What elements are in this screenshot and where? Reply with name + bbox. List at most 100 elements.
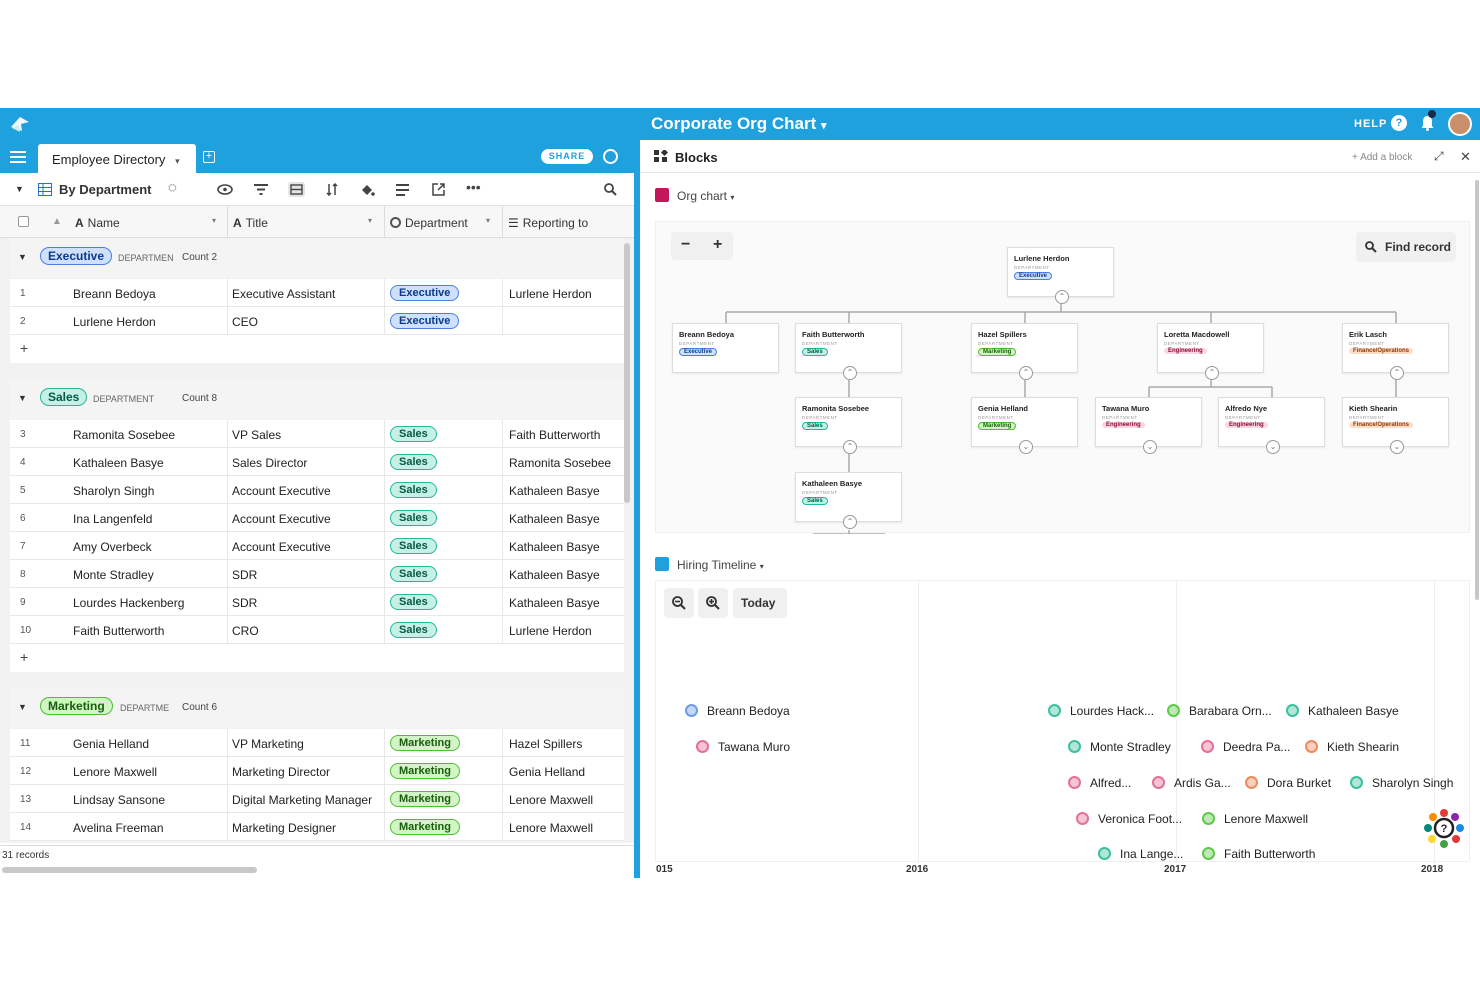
timeline-item[interactable]: Sharolyn Singh xyxy=(1350,776,1453,790)
zoom-out-button[interactable]: − xyxy=(681,236,691,253)
cell-name[interactable]: Amy Overbeck xyxy=(73,540,152,554)
table-row[interactable]: 3 Ramonita Sosebee VP Sales Sales Faith Butt… xyxy=(10,420,624,448)
timeline-item[interactable]: Monte Stradley xyxy=(1068,740,1171,754)
expand-node-icon[interactable]: ⌄ xyxy=(1390,440,1404,454)
cell-reporting-to[interactable]: Lurlene Herdon xyxy=(509,624,592,638)
header-department[interactable]: Department xyxy=(390,216,468,230)
add-block-button[interactable]: + Add a block xyxy=(1352,152,1413,163)
cell-department[interactable]: Sales xyxy=(390,566,437,582)
cell-reporting-to[interactable]: Kathaleen Basye xyxy=(509,568,600,582)
header-department-caret-icon[interactable]: ▾ xyxy=(486,216,491,225)
header-reporting-to[interactable]: ☰ Reporting to xyxy=(508,216,589,230)
org-node[interactable]: Ramonita Sosebee DEPARTMENT Sales ⌃ xyxy=(795,397,902,454)
org-node[interactable]: Faith Butterworth DEPARTMENT Sales ⌃ xyxy=(795,323,902,380)
table-row[interactable]: 13 Lindsay Sansone Digital Marketing Manag… xyxy=(10,785,624,813)
table-row[interactable]: 9 Lourdes Hackenberg SDR Sales Kathaleen Bas… xyxy=(10,588,624,616)
cell-title[interactable]: SDR xyxy=(232,596,258,610)
cell-name[interactable]: Monte Stradley xyxy=(73,568,154,582)
header-name[interactable]: A Name xyxy=(75,216,120,230)
cell-reporting-to[interactable]: Lurlene Herdon xyxy=(509,287,592,301)
cell-reporting-to[interactable]: Kathaleen Basye xyxy=(509,512,600,526)
cell-name[interactable]: Lourdes Hackenberg xyxy=(73,596,185,610)
cell-department[interactable]: Sales xyxy=(390,622,437,638)
org-node[interactable]: Erik Lasch DEPARTMENT Finance/Operations ⌃ xyxy=(1342,323,1449,380)
collapse-node-icon[interactable]: ⌃ xyxy=(843,366,857,380)
collapse-group-icon[interactable]: ▼ xyxy=(18,252,27,262)
header-name-caret-icon[interactable]: ▾ xyxy=(212,216,217,225)
cell-title[interactable]: Digital Marketing Manager xyxy=(232,793,373,807)
select-all-checkbox[interactable] xyxy=(18,216,29,227)
org-node[interactable]: Kieth Shearin DEPARTMENT Finance/Operation… xyxy=(1342,397,1449,454)
org-node[interactable]: Kathaleen Basye DEPARTMENT Sales ⌃ xyxy=(795,472,902,529)
group-header-executive[interactable]: ▼ Executive DEPARTMEN Count 2 xyxy=(10,238,624,278)
timeline-item[interactable]: Deedra Pa... xyxy=(1201,740,1290,754)
cell-department[interactable]: Marketing xyxy=(390,791,460,807)
cell-title[interactable]: CRO xyxy=(232,624,259,638)
table-row[interactable]: 6 Ina Langenfeld Account Executive Sales Kat… xyxy=(10,504,624,532)
cell-department[interactable]: Marketing xyxy=(390,763,460,779)
cell-title[interactable]: Executive Assistant xyxy=(232,287,336,301)
timeline-item[interactable]: Dora Burket xyxy=(1245,776,1331,790)
help-button[interactable]: HELP xyxy=(1354,118,1388,130)
find-record-button[interactable]: Find record xyxy=(1356,232,1456,262)
cell-reporting-to[interactable]: Kathaleen Basye xyxy=(509,540,600,554)
cell-reporting-to[interactable]: Genia Helland xyxy=(509,765,586,779)
airtable-logo-icon[interactable] xyxy=(9,114,31,134)
cell-reporting-to[interactable]: Lenore Maxwell xyxy=(509,793,594,807)
today-button[interactable]: Today xyxy=(733,588,787,618)
cell-name[interactable]: Lenore Maxwell xyxy=(73,765,158,779)
cell-title[interactable]: Account Executive xyxy=(232,540,331,554)
cell-name[interactable]: Kathaleen Basye xyxy=(73,456,164,470)
cell-name[interactable]: Lurlene Herdon xyxy=(73,315,156,329)
filter-icon[interactable] xyxy=(254,184,268,195)
cell-reporting-to[interactable]: Kathaleen Basye xyxy=(509,596,600,610)
timeline-item[interactable]: Breann Bedoya xyxy=(685,704,790,718)
add-record-button[interactable]: + xyxy=(10,335,624,363)
cell-name[interactable]: Breann Bedoya xyxy=(73,287,156,301)
help-icon[interactable]: ? xyxy=(1391,115,1407,131)
cell-name[interactable]: Genia Helland xyxy=(73,737,150,751)
cell-department[interactable]: Sales xyxy=(390,538,437,554)
table-row[interactable]: 1 Breann Bedoya Executive Assistant Exec… xyxy=(10,279,624,307)
timeline-item[interactable]: Ardis Ga... xyxy=(1152,776,1231,790)
zoom-in-button[interactable]: + xyxy=(713,236,723,253)
collapse-node-icon[interactable]: ⌃ xyxy=(1055,290,1069,304)
cell-reporting-to[interactable]: Faith Butterworth xyxy=(509,428,601,442)
panel-resize-handle[interactable] xyxy=(634,140,640,878)
timeline-item[interactable]: Veronica Foot... xyxy=(1076,812,1182,826)
timeline-item[interactable]: Barabara Orn... xyxy=(1167,704,1272,718)
history-icon[interactable] xyxy=(603,149,618,164)
timeline-block-title[interactable]: Hiring Timeline ▾ xyxy=(677,558,764,572)
org-node[interactable]: Alfredo Nye DEPARTMENT Engineering ⌄ xyxy=(1218,397,1325,454)
cell-department[interactable]: Executive xyxy=(390,313,460,329)
collapse-node-icon[interactable]: ⌃ xyxy=(843,515,857,529)
table-row[interactable]: 8 Monte Stradley SDR Sales Kathaleen Basye xyxy=(10,560,624,588)
group-header-sales[interactable]: ▼ Sales DEPARTMENT Count 8 xyxy=(10,379,624,419)
collapse-group-icon[interactable]: ▼ xyxy=(18,393,27,403)
vertical-scrollbar[interactable] xyxy=(624,243,630,503)
close-icon[interactable]: ✕ xyxy=(1460,149,1471,164)
collapse-node-icon[interactable]: ⌃ xyxy=(1019,366,1033,380)
right-scrollbar[interactable] xyxy=(1475,180,1479,600)
views-toggle-caret-icon[interactable]: ▼ xyxy=(15,184,24,194)
color-icon[interactable] xyxy=(360,183,375,197)
table-row[interactable]: 11 Genia Helland VP Marketing Marketing Haze… xyxy=(10,729,624,757)
timeline-item[interactable]: Alfred... xyxy=(1068,776,1131,790)
group-header-marketing[interactable]: ▼ Marketing DEPARTME Count 6 xyxy=(10,688,624,728)
expand-node-icon[interactable]: ⌄ xyxy=(1019,440,1033,454)
zoom-in-timeline-button[interactable] xyxy=(698,588,728,618)
cell-reporting-to[interactable]: Ramonita Sosebee xyxy=(509,456,612,470)
tab-employee-directory[interactable]: Employee Directory ▾ xyxy=(38,144,196,173)
fullscreen-icon[interactable]: ⤢ xyxy=(1434,149,1444,163)
add-record-button[interactable]: + xyxy=(10,644,624,672)
table-row[interactable]: 10 Faith Butterworth CRO Sales Lurlene Herdo… xyxy=(10,616,624,644)
org-node[interactable]: Breann Bedoya DEPARTMENT Executive xyxy=(672,323,779,373)
cell-department[interactable]: Sales xyxy=(390,510,437,526)
base-title[interactable]: Corporate Org Chart ▾ xyxy=(651,114,827,133)
zoom-out-timeline-button[interactable] xyxy=(664,588,694,618)
org-chart-block-title[interactable]: Org chart ▾ xyxy=(677,189,735,203)
cell-department[interactable]: Marketing xyxy=(390,819,460,835)
cell-reporting-to[interactable]: Kathaleen Basye xyxy=(509,484,600,498)
timeline-item[interactable]: Ina Lange... xyxy=(1098,847,1183,861)
cell-title[interactable]: CEO xyxy=(232,315,259,329)
